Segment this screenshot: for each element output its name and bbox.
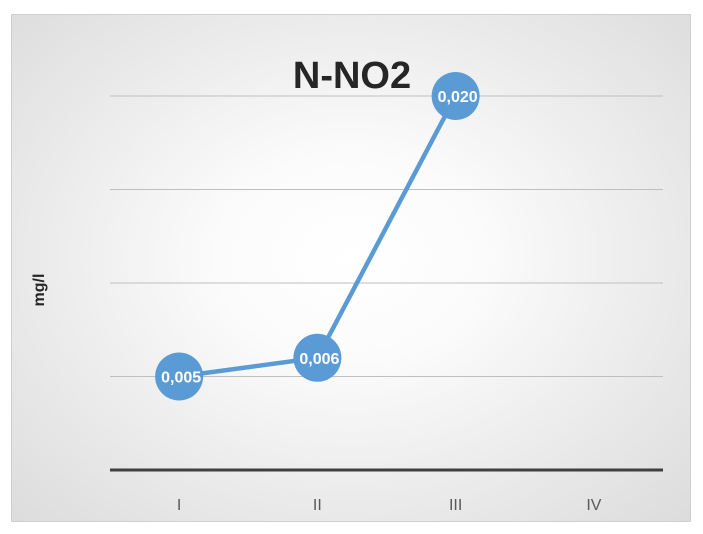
x-tick-label: II bbox=[313, 497, 322, 514]
chart-title: N-NO2 bbox=[293, 55, 411, 97]
chart-area bbox=[11, 14, 691, 522]
data-label: 0,006 bbox=[299, 351, 339, 368]
data-label: 0,020 bbox=[438, 89, 478, 106]
x-tick-label: III bbox=[449, 497, 462, 514]
data-label: 0,005 bbox=[161, 370, 201, 387]
data-point-marker bbox=[431, 72, 480, 120]
gridlines bbox=[110, 95, 663, 377]
data-point-marker bbox=[293, 333, 342, 382]
y-axis-label: mg/l bbox=[31, 274, 48, 307]
series-group: 0,005 0,006 0,020 bbox=[155, 72, 480, 401]
data-point-marker bbox=[155, 352, 204, 401]
x-tick-labels: I II III IV bbox=[177, 497, 602, 514]
x-tick-label: IV bbox=[586, 497, 601, 514]
x-tick-label: I bbox=[177, 497, 181, 514]
